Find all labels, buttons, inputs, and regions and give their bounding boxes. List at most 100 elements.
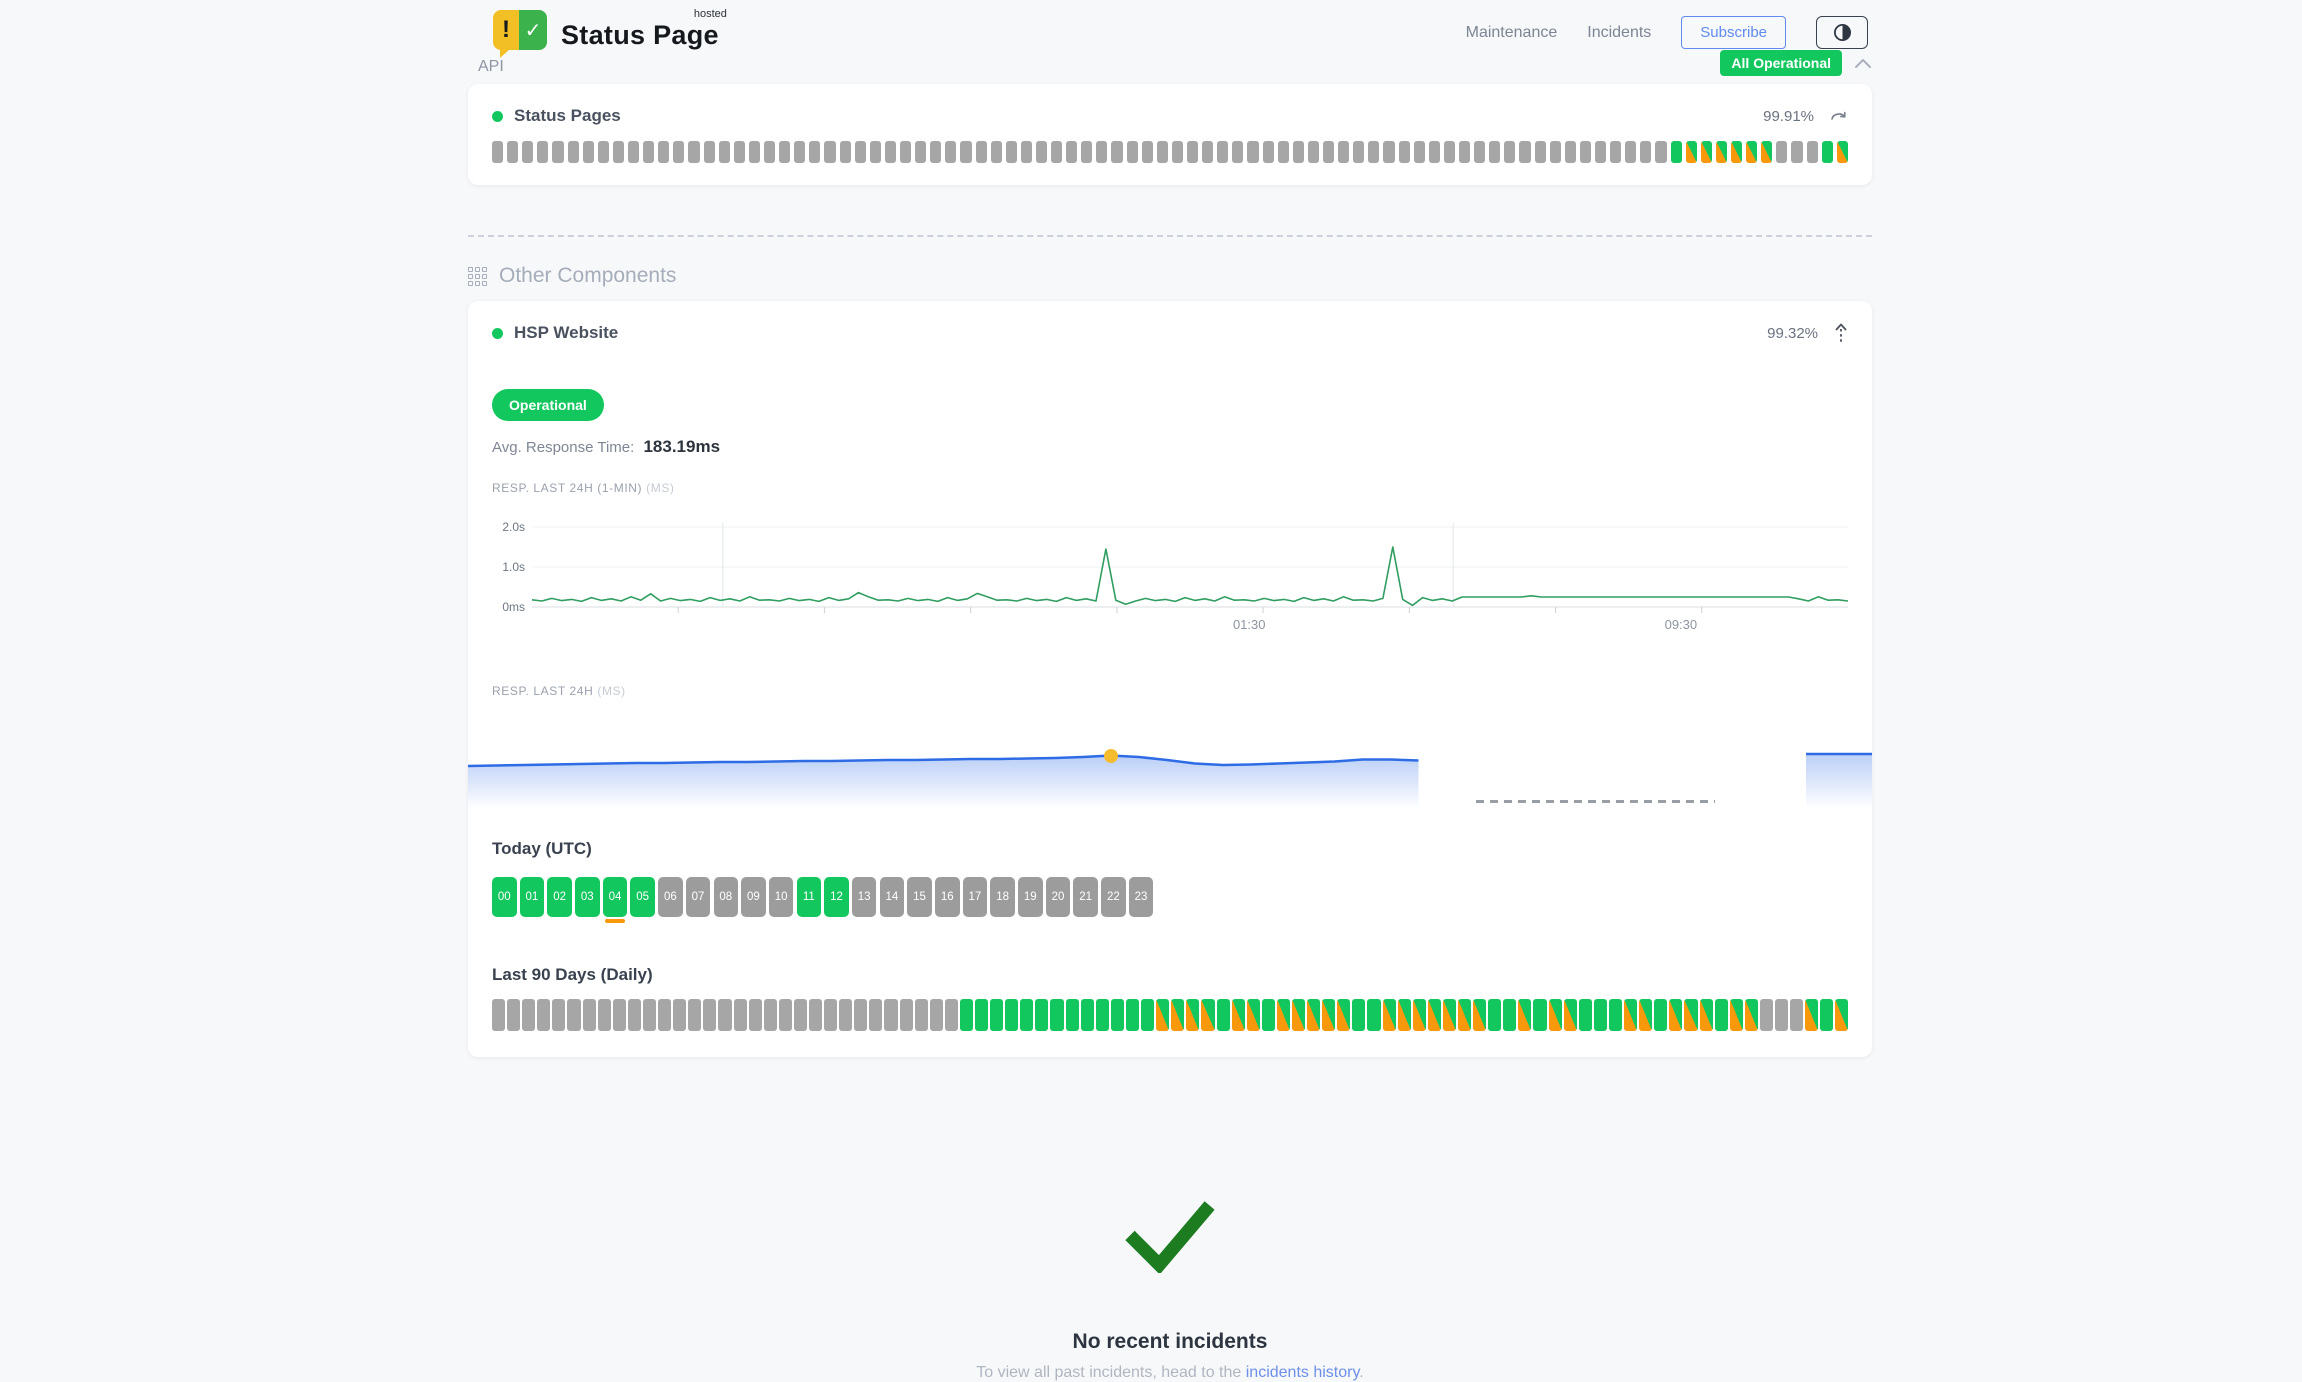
uptime-bar-nd[interactable] xyxy=(1323,141,1335,163)
hour-block-07[interactable]: 07 xyxy=(685,877,711,917)
hour-block-09[interactable]: 09 xyxy=(741,877,766,917)
daily-uptime-bar-deg[interactable] xyxy=(1171,999,1185,1031)
uptime-bar-deg[interactable] xyxy=(1746,141,1758,163)
daily-uptime-bar-ok[interactable] xyxy=(1352,999,1366,1031)
hour-block-22[interactable]: 22 xyxy=(1101,877,1126,917)
daily-uptime-bar-nd[interactable] xyxy=(869,999,883,1031)
daily-uptime-bar-ok[interactable] xyxy=(1714,999,1728,1031)
daily-uptime-bar-ok[interactable] xyxy=(1141,999,1155,1031)
daily-uptime-bar-ok[interactable] xyxy=(1261,999,1275,1031)
uptime-bar-nd[interactable] xyxy=(1005,141,1017,163)
uptime-bar-nd[interactable] xyxy=(1262,141,1274,163)
uptime-bar-nd[interactable] xyxy=(582,141,594,163)
daily-uptime-bar-ok[interactable] xyxy=(1035,999,1049,1031)
incidents-history-link[interactable]: incidents history xyxy=(1245,1364,1360,1381)
uptime-bar-nd[interactable] xyxy=(688,141,700,163)
daily-uptime-bar-ok[interactable] xyxy=(1110,999,1124,1031)
uptime-bar-deg[interactable] xyxy=(1761,141,1773,163)
hour-block-01[interactable]: 01 xyxy=(519,877,545,917)
uptime-bar-nd[interactable] xyxy=(1187,141,1199,163)
uptime-bar-nd[interactable] xyxy=(718,141,730,163)
uptime-bar-nd[interactable] xyxy=(567,141,579,163)
uptime-bar-nd[interactable] xyxy=(1640,141,1652,163)
uptime-bar-nd[interactable] xyxy=(1338,141,1350,163)
daily-uptime-bar-nd[interactable] xyxy=(884,999,898,1031)
daily-uptime-bar-ok[interactable] xyxy=(1654,999,1668,1031)
hour-block-00[interactable]: 00 xyxy=(492,877,517,917)
uptime-bar-nd[interactable] xyxy=(1292,141,1304,163)
daily-uptime-bar-deg[interactable] xyxy=(1276,999,1290,1031)
daily-uptime-bar-nd[interactable] xyxy=(748,999,762,1031)
uptime-bar-nd[interactable] xyxy=(1051,141,1063,163)
uptime-bar-nd[interactable] xyxy=(1474,141,1486,163)
daily-uptime-bar-deg[interactable] xyxy=(1337,999,1351,1031)
uptime-bar-nd[interactable] xyxy=(597,141,609,163)
chevron-up-icon[interactable] xyxy=(1854,57,1872,69)
uptime-bar-nd[interactable] xyxy=(1247,141,1259,163)
uptime-bar-nd[interactable] xyxy=(945,141,957,163)
uptime-bar-nd[interactable] xyxy=(703,141,715,163)
uptime-bar-nd[interactable] xyxy=(1579,141,1591,163)
daily-uptime-bar-nd[interactable] xyxy=(522,999,536,1031)
uptime-bar-nd[interactable] xyxy=(1277,141,1289,163)
daily-uptime-bar-nd[interactable] xyxy=(673,999,687,1031)
daily-uptime-bar-deg[interactable] xyxy=(1699,999,1713,1031)
nav-incidents[interactable]: Incidents xyxy=(1587,23,1652,41)
theme-toggle-button[interactable] xyxy=(1816,16,1868,49)
uptime-bar-nd[interactable] xyxy=(1141,141,1153,163)
uptime-bar-nd[interactable] xyxy=(854,141,866,163)
uptime-bar-nd[interactable] xyxy=(884,141,896,163)
daily-uptime-bar-nd[interactable] xyxy=(824,999,838,1031)
uptime-bar-nd[interactable] xyxy=(763,141,776,163)
uptime-bar-deg[interactable] xyxy=(1700,141,1712,163)
uptime-bar-nd[interactable] xyxy=(748,141,760,163)
uptime-bar-nd[interactable] xyxy=(1443,141,1455,163)
hour-block-10[interactable]: 10 xyxy=(768,877,794,917)
uptime-bar-nd[interactable] xyxy=(1655,141,1667,163)
uptime-bar-nd[interactable] xyxy=(779,141,791,163)
uptime-bar-nd[interactable] xyxy=(673,141,685,163)
uptime-bar-nd[interactable] xyxy=(537,141,549,163)
daily-uptime-bar-deg[interactable] xyxy=(1186,999,1200,1031)
daily-uptime-bar-nd[interactable] xyxy=(899,999,913,1031)
daily-uptime-bar-ok[interactable] xyxy=(1050,999,1064,1031)
uptime-bar-nd[interactable] xyxy=(960,141,972,163)
daily-uptime-bar-deg[interactable] xyxy=(1639,999,1653,1031)
daily-uptime-bar-ok[interactable] xyxy=(1593,999,1607,1031)
uptime-bar-nd[interactable] xyxy=(1398,141,1410,163)
daily-uptime-bar-nd[interactable] xyxy=(582,999,596,1031)
hour-block-18[interactable]: 18 xyxy=(990,877,1015,917)
uptime-bar-nd[interactable] xyxy=(1217,141,1229,163)
uptime-bar-deg[interactable] xyxy=(1685,141,1697,163)
daily-uptime-bar-ok[interactable] xyxy=(959,999,973,1031)
daily-uptime-bar-ok[interactable] xyxy=(1820,999,1834,1031)
daily-uptime-bar-deg[interactable] xyxy=(1231,999,1245,1031)
hour-block-06[interactable]: 06 xyxy=(658,877,683,917)
daily-uptime-bar-nd[interactable] xyxy=(1774,999,1789,1031)
daily-uptime-bar-ok[interactable] xyxy=(1488,999,1502,1031)
daily-uptime-bar-deg[interactable] xyxy=(1201,999,1215,1031)
uptime-bar-nd[interactable] xyxy=(1081,141,1093,163)
hour-block-17[interactable]: 17 xyxy=(962,877,988,917)
daily-uptime-bar-ok[interactable] xyxy=(1216,999,1230,1031)
daily-uptime-bar-ok[interactable] xyxy=(1095,999,1109,1031)
uptime-bar-deg[interactable] xyxy=(1730,141,1743,163)
uptime-bar-nd[interactable] xyxy=(507,141,519,163)
uptime-bar-nd[interactable] xyxy=(869,141,881,163)
daily-uptime-bar-nd[interactable] xyxy=(733,999,747,1031)
uptime-bar-nd[interactable] xyxy=(1171,141,1184,163)
daily-uptime-bar-ok[interactable] xyxy=(1125,999,1140,1031)
uptime-bar-nd[interactable] xyxy=(1610,141,1622,163)
uptime-bar-nd[interactable] xyxy=(1534,141,1546,163)
uptime-bar-nd[interactable] xyxy=(930,141,942,163)
hour-block-02[interactable]: 02 xyxy=(547,877,572,917)
uptime-bar-nd[interactable] xyxy=(794,141,806,163)
response-area-chart[interactable] xyxy=(467,714,1872,809)
daily-uptime-bar-deg[interactable] xyxy=(1458,999,1472,1031)
uptime-bar-nd[interactable] xyxy=(1806,141,1818,163)
uptime-bar-nd[interactable] xyxy=(1232,141,1244,163)
uptime-bar-nd[interactable] xyxy=(1519,141,1531,163)
uptime-bar-nd[interactable] xyxy=(643,141,655,163)
hour-block-12[interactable]: 12 xyxy=(824,877,849,917)
uptime-bar-nd[interactable] xyxy=(1111,141,1123,163)
